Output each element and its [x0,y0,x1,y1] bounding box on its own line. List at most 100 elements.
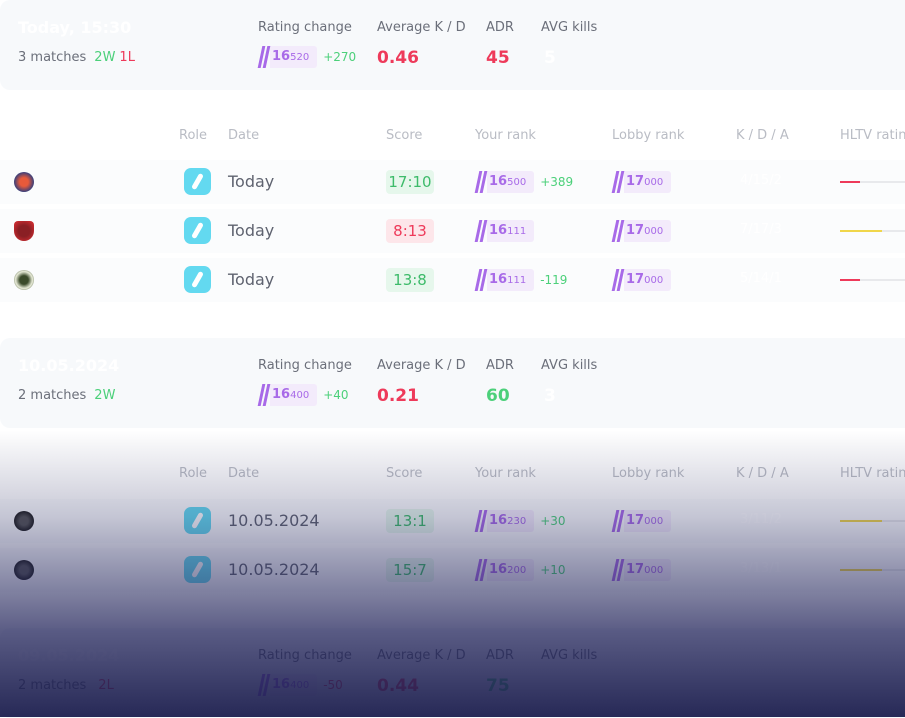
match-count-text: 2 matches [18,388,87,403]
col-date: Date [228,128,260,143]
rating-change-badge: 16520 +270 [258,46,356,68]
match-group-summary: Today, 15:30 3 matches 2W 1L Rating change… [0,0,905,90]
rank-bars-icon [258,384,270,406]
kda-value: 3/11/2 [740,512,782,527]
your-rank-badge: 16111 -119 [475,269,567,291]
rating-delta: +40 [323,388,349,402]
col-lobby-rank: Lobby rank [612,466,685,481]
losses-count: 1L [119,50,135,65]
match-date: Today [228,172,275,191]
lobby-rank-badge: 17000 [612,171,672,193]
avg-kd-label: Average K / D [377,648,466,663]
rank-bars-icon [612,510,624,532]
rank-bars-icon [475,269,487,291]
match-row[interactable]: Today 13:8 16111 -119 17000 5/14/1 [0,258,905,302]
hltv-fill [840,181,860,183]
rank-bars-icon [258,674,270,696]
col-date: Date [228,466,260,481]
wins-count: 2W [94,50,116,65]
kda-value: 3/13/1 [740,561,782,576]
col-hltv: HLTV rating [840,128,905,143]
adr-label: ADR [486,648,514,663]
avg-kd-label: Average K / D [377,358,466,373]
col-your-rank: Your rank [475,466,536,481]
col-score: Score [386,466,423,481]
col-role: Role [179,466,208,481]
avg-kd-label: Average K / D [377,20,466,35]
match-score: 8:13 [386,219,434,243]
avg-kills-value: 3 [544,386,556,406]
rank-bars-icon [475,559,487,581]
map-badge-icon [14,221,34,241]
lobby-rank-badge: 17000 [612,220,672,242]
col-hltv: HLTV rating [840,466,905,481]
hltv-rating-bar [840,230,905,232]
wins-count: 2W [94,388,116,403]
role-icon [184,266,211,293]
your-rank-badge: 16111 [475,220,540,242]
rank-bars-icon [475,171,487,193]
kda-value: 5/14/1 [740,271,782,286]
lobby-rank-badge: 17000 [612,269,672,291]
col-kda: K / D / A [736,128,789,143]
hltv-rating-bar [840,279,905,281]
rating-change-label: Rating change [258,20,352,35]
match-score: 17:10 [386,170,434,194]
match-row[interactable]: Today 8:13 16111 17000 7/17/3 [0,209,905,253]
rating-value: 16520 [270,46,318,68]
group-title: Today, 15:30 [18,18,132,37]
avg-kd-value: 0.21 [377,386,419,406]
map-badge-icon [14,511,34,531]
hltv-rating-bar [840,569,905,571]
match-row[interactable]: 10.05.2024 13:1 16230 +30 17000 3/11/2 [0,499,905,543]
map-badge-icon [14,560,34,580]
rank-bars-icon [475,510,487,532]
match-date: 10.05.2024 [228,560,320,579]
adr-value: 75 [486,676,510,696]
lobby-rank-badge: 17000 [612,559,672,581]
hltv-fill [840,520,882,522]
match-score: 15:7 [386,558,434,582]
role-icon [184,168,211,195]
avg-kills-label: AVG kills [541,648,598,663]
losses-count: 2L [98,678,114,693]
hltv-fill [840,230,882,232]
rating-change-label: Rating change [258,648,352,663]
rank-bars-icon [475,220,487,242]
rank-bars-icon [612,220,624,242]
match-count-text: 3 matches [18,50,87,65]
your-rank-badge: 16500 +389 [475,171,573,193]
col-your-rank: Your rank [475,128,536,143]
group-title: 09.05.2024 [18,646,120,665]
group-match-count: 3 matches 2W 1L [18,50,135,65]
match-group-summary: 09.05.2024 2 matches 2L Rating change 164… [0,628,905,718]
kda-value: 4/15/2 [740,173,782,188]
match-row[interactable]: Today 17:10 16500 +389 17000 4/15/2 [0,160,905,204]
col-role: Role [179,128,208,143]
avg-kills-label: AVG kills [541,20,598,35]
col-score: Score [386,128,423,143]
rank-delta: -119 [540,273,568,287]
your-rank-badge: 16230 +30 [475,510,566,532]
hltv-fill [840,279,860,281]
rank-bars-icon [258,46,270,68]
match-row[interactable]: 10.05.2024 15:7 16200 +10 17000 3/13/1 [0,548,905,592]
rank-bars-icon [612,269,624,291]
hltv-rating-bar [840,520,905,522]
match-group-summary: 10.05.2024 2 matches 2W Rating change 164… [0,338,905,428]
match-date: 10.05.2024 [228,511,320,530]
avg-kills-value: 5 [544,48,556,68]
map-badge-icon [14,172,34,192]
adr-label: ADR [486,358,514,373]
match-score: 13:1 [386,509,434,533]
your-rank-badge: 16200 +10 [475,559,566,581]
match-date: Today [228,270,275,289]
rating-change-badge: 16400 -50 [258,674,343,696]
lobby-rank-badge: 17000 [612,510,672,532]
match-score: 13:8 [386,268,434,292]
rank-delta: +10 [540,563,566,577]
rank-bars-icon [612,559,624,581]
group-match-count: 2 matches 2W [18,388,119,403]
avg-kd-value: 0.44 [377,676,419,696]
avg-kills-label: AVG kills [541,358,598,373]
